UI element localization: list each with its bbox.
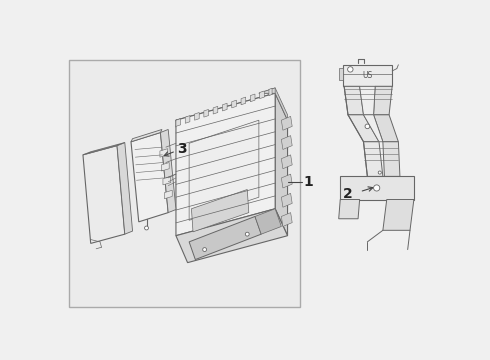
Polygon shape <box>195 112 199 120</box>
Polygon shape <box>255 209 281 234</box>
Polygon shape <box>131 130 162 142</box>
Polygon shape <box>348 115 379 142</box>
Bar <box>69 60 300 306</box>
Polygon shape <box>185 116 190 123</box>
Polygon shape <box>189 216 261 260</box>
Text: US: US <box>362 71 372 80</box>
Polygon shape <box>360 86 375 115</box>
Polygon shape <box>131 132 168 222</box>
Polygon shape <box>281 136 292 149</box>
Polygon shape <box>161 163 169 171</box>
Polygon shape <box>204 109 209 117</box>
Polygon shape <box>176 93 275 236</box>
Circle shape <box>245 232 249 236</box>
Circle shape <box>365 124 369 129</box>
Polygon shape <box>160 149 168 157</box>
Polygon shape <box>281 193 292 207</box>
Polygon shape <box>373 86 392 115</box>
Polygon shape <box>340 68 343 80</box>
Polygon shape <box>260 91 264 99</box>
Polygon shape <box>213 106 218 114</box>
Polygon shape <box>269 88 272 95</box>
Polygon shape <box>241 97 245 105</box>
Polygon shape <box>83 143 125 155</box>
Circle shape <box>378 171 381 174</box>
Polygon shape <box>222 103 227 111</box>
Polygon shape <box>189 120 259 220</box>
Circle shape <box>347 67 353 72</box>
Polygon shape <box>163 176 171 185</box>
Polygon shape <box>192 189 249 232</box>
Polygon shape <box>364 142 383 176</box>
Text: 1: 1 <box>304 175 314 189</box>
Polygon shape <box>281 155 292 169</box>
Text: 2: 2 <box>343 187 352 201</box>
Circle shape <box>203 248 207 252</box>
Polygon shape <box>373 115 398 142</box>
Polygon shape <box>176 93 288 147</box>
Polygon shape <box>176 209 288 263</box>
Polygon shape <box>275 93 288 236</box>
Polygon shape <box>383 142 400 176</box>
Polygon shape <box>165 190 172 199</box>
Polygon shape <box>281 213 292 226</box>
Polygon shape <box>259 88 275 93</box>
Polygon shape <box>117 143 133 234</box>
Polygon shape <box>343 65 392 86</box>
Polygon shape <box>160 130 176 213</box>
Polygon shape <box>364 115 383 142</box>
Polygon shape <box>339 199 360 219</box>
Polygon shape <box>250 94 255 102</box>
Circle shape <box>373 185 380 191</box>
Polygon shape <box>281 116 292 130</box>
Polygon shape <box>340 176 414 199</box>
Polygon shape <box>383 199 414 230</box>
Circle shape <box>145 226 148 230</box>
Polygon shape <box>176 99 282 153</box>
Polygon shape <box>176 119 181 126</box>
Polygon shape <box>83 145 125 243</box>
Polygon shape <box>344 86 364 115</box>
Text: 3: 3 <box>177 142 187 156</box>
Polygon shape <box>259 88 288 120</box>
Polygon shape <box>281 174 292 188</box>
Polygon shape <box>232 100 236 108</box>
